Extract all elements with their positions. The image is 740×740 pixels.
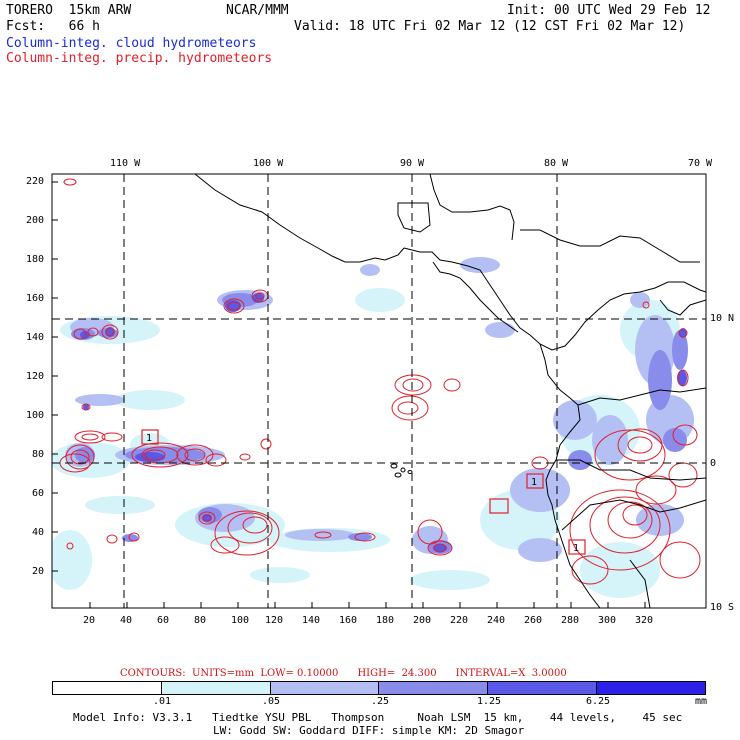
- cloud-legend-label: Column-integ. cloud hydrometeors: [6, 36, 257, 51]
- y-tick-label: 220: [26, 176, 45, 187]
- x-tick-label: 100: [231, 615, 250, 626]
- y-tick-label: 180: [26, 254, 45, 265]
- forecast-hour: Fcst: 66 h: [6, 19, 100, 34]
- colorbar-label: 6.25: [586, 696, 611, 707]
- marker-label: 1: [531, 477, 537, 488]
- lat-label: 10 S: [710, 602, 735, 613]
- model-info-line1: Model Info: V3.3.1 Tiedtke YSU PBL Thomp…: [73, 711, 683, 724]
- colorbar-bin: [53, 682, 161, 694]
- x-tick-label: 320: [635, 615, 654, 626]
- x-tick-label: 220: [450, 615, 469, 626]
- y-tick-label: 20: [32, 566, 45, 577]
- colorbar-bin: [596, 682, 705, 694]
- lat-label: 0: [710, 458, 717, 469]
- lon-label: 100 W: [253, 158, 284, 169]
- y-tick-label: 160: [26, 293, 45, 304]
- x-tick-label: 20: [83, 615, 96, 626]
- y-tick-label: 140: [26, 332, 45, 343]
- y-tick-label: 200: [26, 215, 45, 226]
- colorbar-bin: [160, 682, 270, 694]
- x-tick-label: 200: [413, 615, 432, 626]
- lat-lon-grid: [52, 174, 706, 608]
- lat-label: 10 N: [710, 313, 735, 324]
- x-tick-label: 300: [598, 615, 617, 626]
- precip-legend-label: Column-integ. precip. hydrometeors: [6, 51, 273, 66]
- model-info-line2: LW: Godd SW: Goddard DIFF: simple KM: 2D…: [213, 724, 525, 737]
- marker-label: 1: [573, 543, 579, 554]
- colorbar-bin: [487, 682, 597, 694]
- x-tick-label: 40: [120, 615, 133, 626]
- colorbar-label: 1.25: [477, 696, 502, 707]
- y-tick-label: 120: [26, 371, 45, 382]
- cloud-shading: [52, 257, 694, 598]
- y-tick-label: 80: [32, 449, 45, 460]
- lon-label: 90 W: [400, 158, 425, 169]
- x-tick-label: 140: [302, 615, 321, 626]
- colorbar-bin: [269, 682, 379, 694]
- y-tick-label: 40: [32, 527, 45, 538]
- x-tick-label: 280: [561, 615, 580, 626]
- y-tick-label: 100: [26, 410, 45, 421]
- x-tick-label: 160: [339, 615, 358, 626]
- x-tick-label: 80: [194, 615, 207, 626]
- x-tick-label: 180: [376, 615, 395, 626]
- colorbar-label: .01: [153, 696, 172, 707]
- colorbar-units: mm: [695, 696, 708, 707]
- axis-ticks: [52, 181, 646, 608]
- high-markers: 1 1 1: [141, 429, 586, 555]
- colorbar-label: .25: [371, 696, 390, 707]
- x-tick-label: 260: [524, 615, 543, 626]
- center-label: NCAR/MMM: [226, 3, 289, 18]
- x-tick-label: 60: [157, 615, 170, 626]
- marker-label: 1: [146, 433, 152, 444]
- x-tick-label: 120: [265, 615, 284, 626]
- lon-label: 70 W: [688, 158, 713, 169]
- precip-contours: [59, 178, 701, 585]
- x-tick-label: 240: [487, 615, 506, 626]
- map-frame: [51, 173, 707, 609]
- coastlines: [194, 174, 706, 608]
- colorbar-label: .05: [262, 696, 281, 707]
- init-time: Init: 00 UTC Wed 29 Feb 12: [507, 3, 711, 18]
- colorbar-bin: [378, 682, 488, 694]
- valid-time: Valid: 18 UTC Fri 02 Mar 12 (12 CST Fri …: [294, 19, 686, 34]
- lon-label: 80 W: [544, 158, 569, 169]
- colorbar: [52, 681, 706, 695]
- y-tick-label: 60: [32, 488, 45, 499]
- model-title: TORERO 15km ARW: [6, 3, 132, 18]
- contour-info: CONTOURS: UNITS=mm LOW= 0.10000 HIGH= 24…: [120, 668, 567, 679]
- lon-label: 110 W: [110, 158, 141, 169]
